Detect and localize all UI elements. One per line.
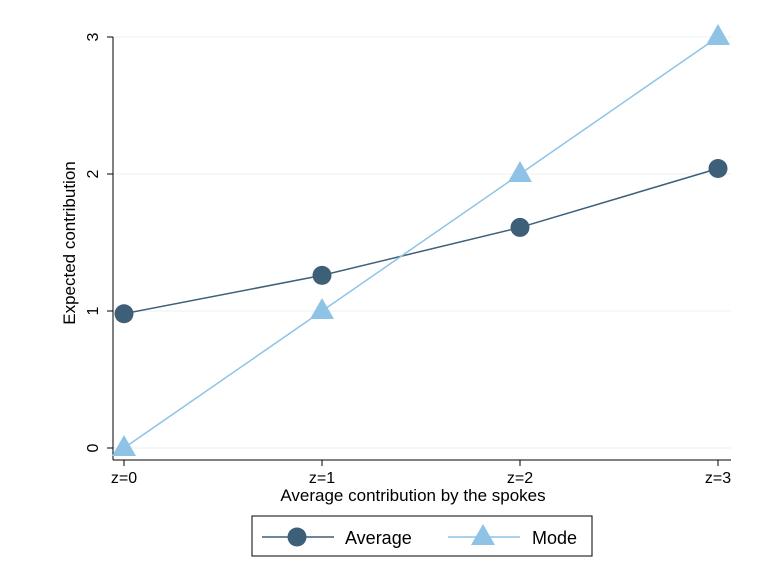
legend-box: [251, 515, 593, 557]
gridlines: [113, 36, 731, 449]
x-tick-label: z=1: [309, 470, 335, 487]
data-point-mode: [706, 24, 730, 45]
legend-marker-mode: [471, 524, 495, 545]
x-tick-label: z=0: [111, 470, 137, 487]
legend-label-average: Average: [345, 528, 412, 548]
legend-marker-average: [287, 527, 307, 547]
x-axis-title: Average contribution by the spokes: [280, 486, 545, 505]
legend: Average Mode: [251, 515, 593, 557]
x-tick-label: z=2: [507, 470, 533, 487]
data-point-mode: [508, 161, 532, 182]
series-layer: [112, 24, 730, 456]
data-point-average: [114, 304, 134, 324]
y-tick-label: 0: [85, 443, 102, 452]
y-tick-label: 3: [85, 32, 102, 41]
legend-label-mode: Mode: [532, 528, 577, 548]
y-axis-title: Expected contribution: [60, 161, 79, 325]
y-tick-label: 2: [85, 169, 102, 178]
data-point-mode: [310, 298, 334, 319]
y-tick-label: 1: [85, 306, 102, 315]
x-tick-label: z=3: [705, 470, 731, 487]
series-line-mode: [123, 36, 719, 449]
data-point-mode: [112, 435, 136, 456]
data-point-average: [510, 217, 530, 237]
data-point-average: [708, 159, 728, 179]
series-line-average: [123, 167, 719, 315]
x-axis-ticks: z=0 z=1 z=2 z=3: [111, 460, 731, 487]
data-point-average: [312, 265, 332, 285]
y-axis-ticks: 0 1 2 3: [85, 32, 113, 452]
